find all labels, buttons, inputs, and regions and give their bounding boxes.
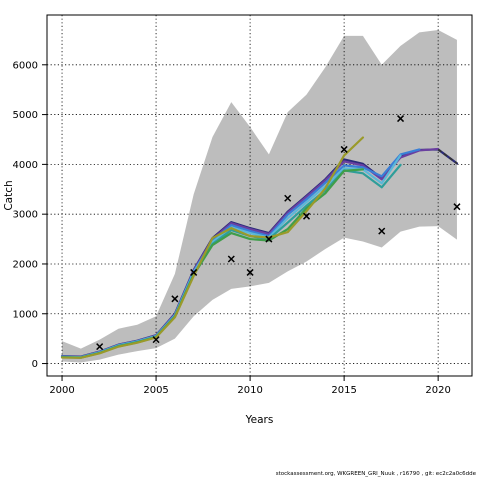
y-tick-label: 0 <box>32 359 38 370</box>
x-tick-label: 2010 <box>237 385 262 396</box>
x-tick-label: 2015 <box>331 385 356 396</box>
observation-point <box>397 115 405 123</box>
grid-layer <box>47 15 472 376</box>
x-axis-title: Years <box>245 414 274 426</box>
y-tick-label: 1000 <box>13 309 38 320</box>
footer-credit: stockassessment.org, WKGREEN_GRI_Nuuk , … <box>275 471 476 477</box>
y-tick-label: 5000 <box>13 110 38 121</box>
observation-point <box>453 203 461 211</box>
observation-point <box>302 212 311 220</box>
y-tick-label: 2000 <box>13 259 38 270</box>
y-tick-label: 4000 <box>13 160 38 171</box>
observations-layer <box>96 115 461 351</box>
series-layer <box>60 136 459 359</box>
y-axis-title: Catch <box>3 180 15 210</box>
projection-line <box>437 148 458 165</box>
axis-layer: 2000 2005 2010 2015 2020 0 1000 2000 3000 4000 500… <box>13 60 451 396</box>
observation-point <box>171 295 179 303</box>
y-tick-label: 3000 <box>13 210 38 221</box>
confidence-band-layer <box>62 29 457 363</box>
observation-point <box>284 194 292 202</box>
plot-frame <box>46 14 473 377</box>
observation-point <box>96 343 104 351</box>
confidence-band <box>62 29 457 363</box>
observation-point <box>265 235 273 243</box>
x-tick-label: 2000 <box>49 385 74 396</box>
observation-point <box>246 268 254 276</box>
observation-point <box>152 336 160 344</box>
series-line-7 <box>60 136 365 359</box>
observation-point <box>190 268 198 276</box>
observation-point <box>378 227 386 235</box>
x-tick-label: 2005 <box>143 385 168 396</box>
y-tick-label: 6000 <box>13 60 38 71</box>
x-tick-label: 2020 <box>425 385 450 396</box>
observation-point <box>340 145 348 153</box>
observation-point <box>227 255 235 263</box>
